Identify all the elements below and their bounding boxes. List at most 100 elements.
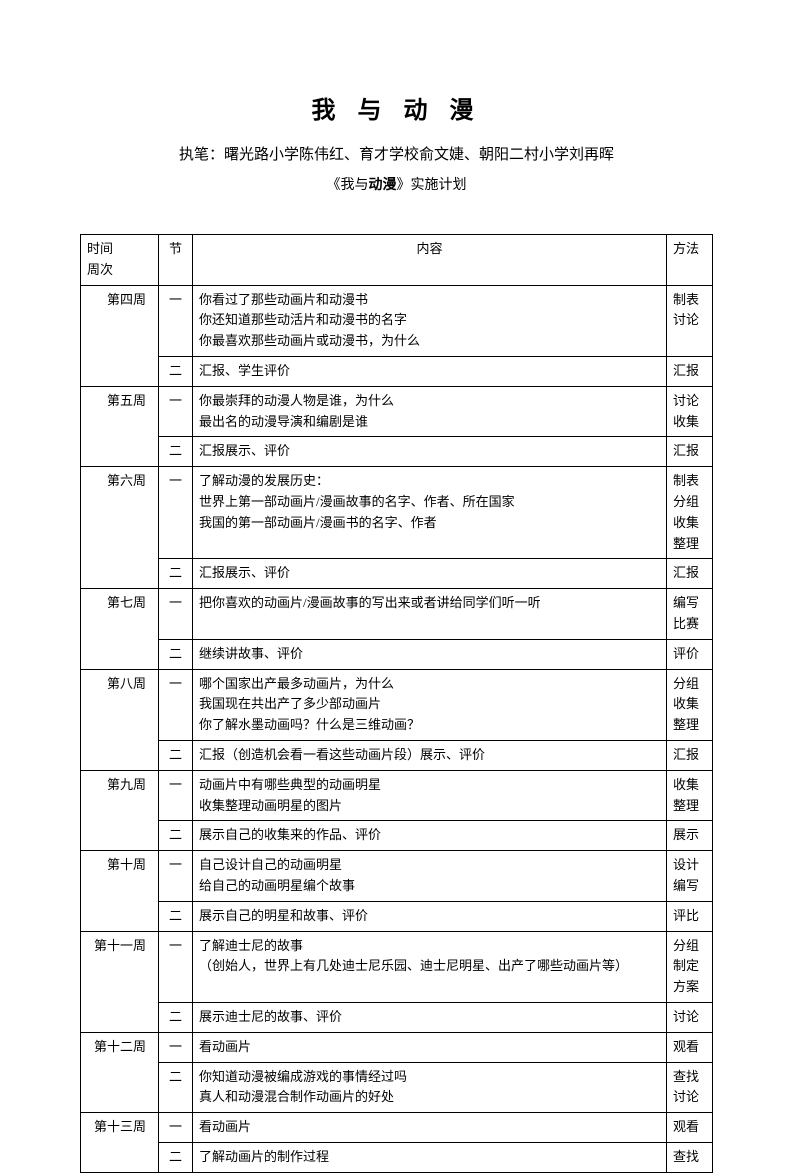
plan-title-pre: 《我与 (327, 178, 369, 193)
method-line: 比赛 (673, 614, 706, 635)
method-line: 收集 (673, 412, 706, 433)
content-cell: 看动画片 (193, 1032, 667, 1062)
method-line: 收集 (673, 513, 706, 534)
header-content: 内容 (193, 235, 667, 286)
method-line: 制表 (673, 471, 706, 492)
header-session: 节 (159, 235, 193, 286)
content-line: 哪个国家出产最多动画片，为什么 (199, 674, 660, 695)
content-cell: 动画片中有哪些典型的动画明星收集整理动画明星的图片 (193, 770, 667, 821)
table-row: 第八周一哪个国家出产最多动画片，为什么我国现在共出产了多少部动画片你了解水墨动画… (81, 669, 713, 740)
session-cell: 一 (159, 851, 193, 902)
content-line: 动画片中有哪些典型的动画明星 (199, 775, 660, 796)
method-line: 分组 (673, 492, 706, 513)
header-time-l2: 周次 (87, 260, 152, 281)
content-cell: 你看过了那些动画片和动漫书你还知道那些动活片和动漫书的名字你最喜欢那些动画片或动… (193, 285, 667, 356)
method-line: 整理 (673, 796, 706, 817)
session-cell: 二 (159, 639, 193, 669)
plan-title: 《我与动漫》实施计划 (80, 174, 713, 194)
content-line: 你知道动漫被编成游戏的事情经过吗 (199, 1067, 660, 1088)
week-cell: 第六周 (81, 467, 159, 589)
content-line: 最出名的动漫导演和编剧是谁 (199, 412, 660, 433)
method-line: 收集 (673, 694, 706, 715)
session-cell: 一 (159, 1032, 193, 1062)
week-cell: 第九周 (81, 770, 159, 850)
method-cell: 展示 (667, 821, 713, 851)
method-line: 观看 (673, 1117, 706, 1138)
plan-title-bold: 动漫 (369, 178, 397, 193)
content-line: 继续讲故事、评价 (199, 644, 660, 665)
session-cell: 二 (159, 901, 193, 931)
method-cell: 评比 (667, 901, 713, 931)
table-row: 二展示自己的收集来的作品、评价展示 (81, 821, 713, 851)
method-line: 设计 (673, 855, 706, 876)
content-cell: 了解动画片的制作过程 (193, 1142, 667, 1172)
content-line: 展示自己的明星和故事、评价 (199, 906, 660, 927)
content-cell: 你知道动漫被编成游戏的事情经过吗真人和动漫混合制作动画片的好处 (193, 1062, 667, 1113)
session-cell: 二 (159, 1062, 193, 1113)
method-cell: 编写比赛 (667, 589, 713, 640)
content-cell: 汇报展示、评价 (193, 559, 667, 589)
content-line: 世界上第一部动画片/漫画故事的名字、作者、所在国家 (199, 492, 660, 513)
session-cell: 一 (159, 467, 193, 559)
session-cell: 一 (159, 589, 193, 640)
method-line: 汇报 (673, 361, 706, 382)
session-cell: 二 (159, 437, 193, 467)
method-cell: 查找 (667, 1142, 713, 1172)
method-line: 制表 (673, 290, 706, 311)
content-cell: 把你喜欢的动画片/漫画故事的写出来或者讲给同学们听一听 (193, 589, 667, 640)
session-cell: 二 (159, 356, 193, 386)
session-cell: 二 (159, 821, 193, 851)
method-line: 汇报 (673, 563, 706, 584)
content-cell: 看动画片 (193, 1113, 667, 1143)
content-line: 汇报展示、评价 (199, 563, 660, 584)
content-cell: 展示迪士尼的故事、评价 (193, 1002, 667, 1032)
content-cell: 汇报、学生评价 (193, 356, 667, 386)
session-cell: 一 (159, 285, 193, 356)
session-cell: 一 (159, 669, 193, 740)
session-cell: 二 (159, 1142, 193, 1172)
table-header-row: 时间 周次 节 内容 方法 (81, 235, 713, 286)
content-line: 我国现在共出产了多少部动画片 (199, 694, 660, 715)
method-cell: 分组收集整理 (667, 669, 713, 740)
table-row: 二你知道动漫被编成游戏的事情经过吗真人和动漫混合制作动画片的好处查找讨论 (81, 1062, 713, 1113)
method-line: 讨论 (673, 1007, 706, 1028)
session-cell: 一 (159, 386, 193, 437)
page: 我 与 动 漫 执笔：曙光路小学陈伟红、育才学校俞文婕、朝阳二村小学刘再晖 《我… (0, 0, 793, 1122)
method-cell: 汇报 (667, 356, 713, 386)
header-time: 时间 周次 (81, 235, 159, 286)
method-line: 查找 (673, 1147, 706, 1168)
method-cell: 查找讨论 (667, 1062, 713, 1113)
document-subtitle: 执笔：曙光路小学陈伟红、育才学校俞文婕、朝阳二村小学刘再晖 (80, 143, 713, 164)
method-line: 评价 (673, 644, 706, 665)
table-row: 二汇报（创造机会看一看这些动画片段）展示、评价汇报 (81, 740, 713, 770)
table-row: 第十周一自己设计自己的动画明星给自己的动画明星编个故事设计编写 (81, 851, 713, 902)
table-row: 第十二周一看动画片观看 (81, 1032, 713, 1062)
method-cell: 观看 (667, 1113, 713, 1143)
week-cell: 第五周 (81, 386, 159, 466)
content-line: 给自己的动画明星编个故事 (199, 876, 660, 897)
week-cell: 第十二周 (81, 1032, 159, 1112)
table-row: 二汇报展示、评价汇报 (81, 437, 713, 467)
method-line: 编写 (673, 593, 706, 614)
session-cell: 二 (159, 1002, 193, 1032)
content-line: 看动画片 (199, 1117, 660, 1138)
session-cell: 一 (159, 931, 193, 1002)
method-line: 制定 (673, 956, 706, 977)
method-cell: 讨论收集 (667, 386, 713, 437)
method-cell: 评价 (667, 639, 713, 669)
plan-table: 时间 周次 节 内容 方法 第四周一你看过了那些动画片和动漫书你还知道那些动活片… (80, 234, 713, 1173)
method-line: 查找 (673, 1067, 706, 1088)
week-cell: 第十周 (81, 851, 159, 931)
table-row: 第七周一把你喜欢的动画片/漫画故事的写出来或者讲给同学们听一听编写比赛 (81, 589, 713, 640)
content-line: 收集整理动画明星的图片 (199, 796, 660, 817)
content-line: 展示自己的收集来的作品、评价 (199, 825, 660, 846)
plan-title-post: 》实施计划 (397, 178, 467, 193)
table-row: 二汇报展示、评价汇报 (81, 559, 713, 589)
method-cell: 设计编写 (667, 851, 713, 902)
method-line: 方案 (673, 977, 706, 998)
week-cell: 第十一周 (81, 931, 159, 1032)
content-line: 汇报（创造机会看一看这些动画片段）展示、评价 (199, 745, 660, 766)
method-line: 讨论 (673, 391, 706, 412)
content-cell: 展示自己的明星和故事、评价 (193, 901, 667, 931)
table-row: 二汇报、学生评价汇报 (81, 356, 713, 386)
